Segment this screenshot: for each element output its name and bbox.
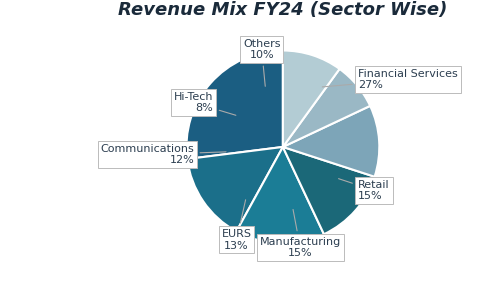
- Wedge shape: [236, 147, 323, 243]
- Wedge shape: [282, 106, 379, 177]
- Text: Manufacturing
15%: Manufacturing 15%: [259, 210, 340, 258]
- Text: Communications
12%: Communications 12%: [100, 144, 226, 166]
- Text: Hi-Tech
8%: Hi-Tech 8%: [174, 92, 235, 115]
- Text: Others
10%: Others 10%: [242, 38, 280, 86]
- Wedge shape: [282, 69, 370, 147]
- Text: Financial Services
27%: Financial Services 27%: [322, 68, 457, 90]
- Text: Retail
15%: Retail 15%: [338, 179, 389, 201]
- Wedge shape: [282, 51, 339, 147]
- Wedge shape: [186, 51, 282, 159]
- Wedge shape: [282, 147, 374, 234]
- Title: Revenue Mix FY24 (Sector Wise): Revenue Mix FY24 (Sector Wise): [118, 1, 446, 19]
- Text: EURS
13%: EURS 13%: [221, 200, 251, 251]
- Wedge shape: [187, 147, 282, 231]
